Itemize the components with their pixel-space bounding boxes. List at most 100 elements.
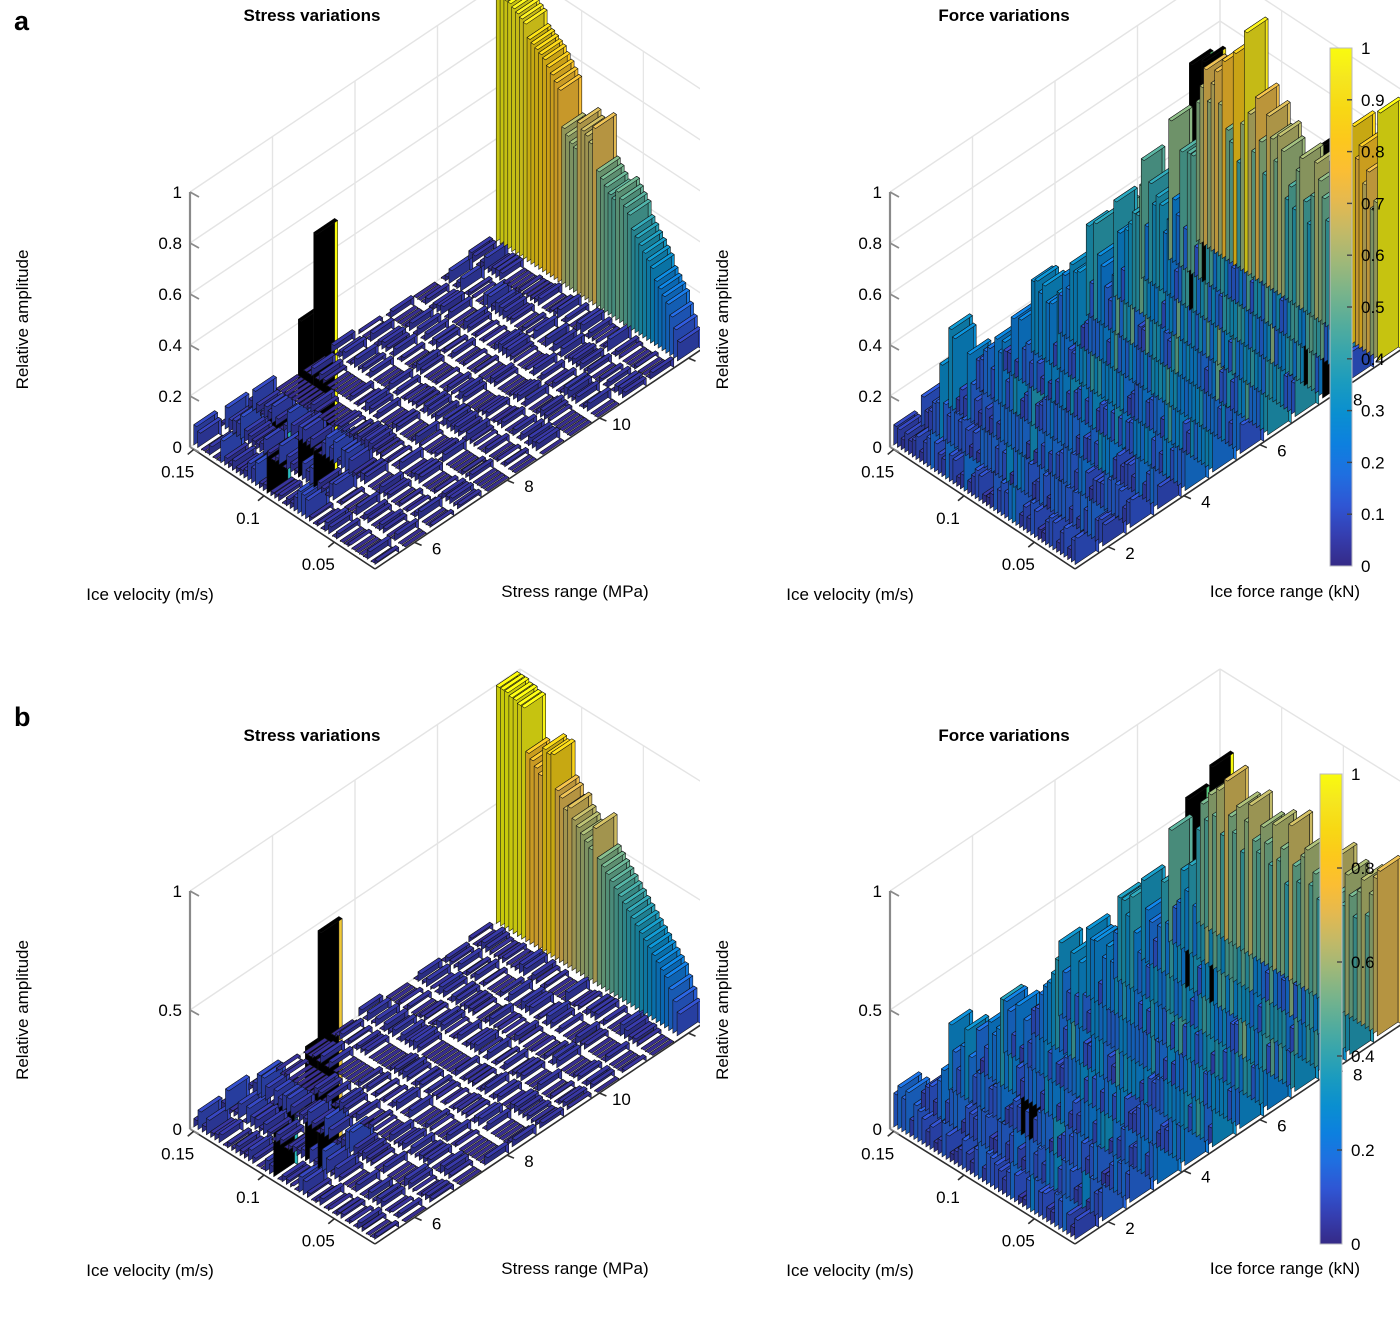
- bar3-bar: [307, 1040, 333, 1058]
- bar3-bar: [387, 444, 413, 464]
- bar3-bar: [468, 921, 494, 943]
- bar3-bar: [471, 1142, 497, 1159]
- bar3-bar: [461, 1097, 487, 1116]
- bar3-bar: [401, 1205, 427, 1223]
- bar3-bar: [292, 1066, 318, 1084]
- bar3-bar: [420, 353, 445, 376]
- bar3-bar: [389, 1118, 415, 1143]
- bar3-bars: [193, 0, 700, 565]
- bar3-bar: [640, 1033, 666, 1051]
- bar3-bar: [326, 407, 351, 424]
- axis-tick-labels: 00.510.150.10.05681012Relative amplitude…: [13, 882, 649, 1280]
- bar3-bar: [567, 419, 592, 437]
- bar3-bar: [552, 366, 577, 389]
- bar3-bar: [503, 267, 528, 285]
- bar3-bar: [579, 347, 605, 371]
- bar3-bar: [322, 364, 348, 385]
- bar3-bar: [469, 458, 494, 481]
- bar3-bar: [394, 1052, 419, 1075]
- bar3-bar: [406, 494, 431, 513]
- bar3-bar: [287, 381, 312, 399]
- bar3-bar: [426, 963, 451, 988]
- bar3-bar: [501, 405, 526, 429]
- bar3-bar: [588, 1036, 613, 1054]
- bar3-bar: [455, 983, 481, 1006]
- axes-3d: 00.20.40.60.810.150.10.05681012Relative …: [13, 0, 700, 604]
- bar3-bar: [518, 1025, 544, 1045]
- bar3-bar: [370, 317, 395, 342]
- bar3-bar: [544, 968, 569, 990]
- bar3-bar: [489, 936, 515, 956]
- bar3-bar: [406, 1061, 432, 1082]
- z-tick-label: 1: [173, 183, 182, 202]
- bar3-bar: [372, 432, 397, 454]
- bar3-bar: [360, 1108, 385, 1126]
- bar3-bar: [364, 1034, 390, 1056]
- bar3-bar: [419, 428, 444, 448]
- bar3-bar: [457, 488, 482, 510]
- plot-title: Force variations: [938, 6, 1070, 25]
- bar3-bar: [336, 1196, 362, 1217]
- bar3-bar: [585, 1065, 611, 1087]
- colorbar: 0 0.2 0.4 0.6 0.8 1: [1319, 765, 1375, 1254]
- bar3-bar: [389, 1195, 414, 1214]
- bar3-bar: [448, 1159, 474, 1180]
- bar3-bar: [501, 376, 527, 394]
- bar3-bar: [395, 410, 421, 433]
- bar3-bar: [474, 354, 500, 375]
- bar3-bar: [524, 1068, 550, 1086]
- z-tick-label: 0: [873, 438, 882, 457]
- bar3-bar: [356, 1029, 381, 1051]
- x-tick-label: 0.1: [936, 1188, 960, 1207]
- bar3-bar: [358, 1066, 383, 1088]
- bar3-bar: [345, 1063, 371, 1081]
- bar3-bar: [545, 322, 570, 348]
- bar3-bar: [444, 1086, 470, 1106]
- bar3-bar: [435, 399, 460, 422]
- bar3-bar: [339, 1017, 365, 1041]
- y-tick-label: 8: [524, 1152, 533, 1171]
- y-tick-label: 4: [1201, 493, 1210, 512]
- bar3-bar: [326, 1143, 351, 1175]
- bar3-bar: [476, 1002, 502, 1020]
- bar3-bar: [279, 376, 305, 394]
- bar3-bar: [547, 403, 573, 423]
- bar3-bar: [520, 418, 545, 442]
- bar3-bar: [337, 1058, 362, 1076]
- bar3-bar: [462, 380, 487, 403]
- bar3-bar: [454, 1128, 480, 1148]
- bar3-bar: [355, 1168, 381, 1193]
- colorbar-tick-label: 0.5: [1361, 298, 1385, 317]
- bar3-bar: [355, 490, 381, 516]
- bar3-bar: [429, 1045, 455, 1062]
- bar3-bar: [577, 1060, 603, 1082]
- bar3-bar: [431, 1079, 457, 1098]
- bar3-bar: [421, 1039, 447, 1057]
- bar3-bar: [402, 530, 427, 548]
- bar3-bar: [334, 376, 359, 393]
- bar3-bar: [319, 1182, 345, 1206]
- bar3-bar: [404, 349, 430, 366]
- colorbar-tick-label: 0: [1351, 1235, 1360, 1254]
- bar3-bar: [416, 312, 442, 337]
- bar3-bar: [403, 421, 429, 439]
- bar3-bar: [649, 1039, 675, 1056]
- bar3-bar: [480, 472, 506, 490]
- bar3-bar: [426, 473, 451, 490]
- colorbar-tick-label: 0.2: [1361, 453, 1385, 472]
- y-tick-label: 6: [1277, 442, 1286, 461]
- bar3-bar: [433, 474, 459, 495]
- y-tick-label: 8: [524, 477, 533, 496]
- bar3-bar: [1377, 96, 1400, 362]
- bar3-bar: [377, 367, 402, 385]
- bar3-bar: [417, 1031, 443, 1053]
- bar3-bar: [575, 1020, 601, 1045]
- bar3-bar: [499, 1123, 524, 1141]
- x-tick-label: 0.1: [936, 509, 960, 528]
- z-axis-label: Relative amplitude: [13, 250, 32, 390]
- bar3-bar: [591, 362, 616, 379]
- bar3-bar: [504, 447, 529, 468]
- bar3-bar: [530, 1104, 556, 1124]
- bar3-bar: [421, 507, 447, 524]
- bar3-bar: [451, 307, 477, 324]
